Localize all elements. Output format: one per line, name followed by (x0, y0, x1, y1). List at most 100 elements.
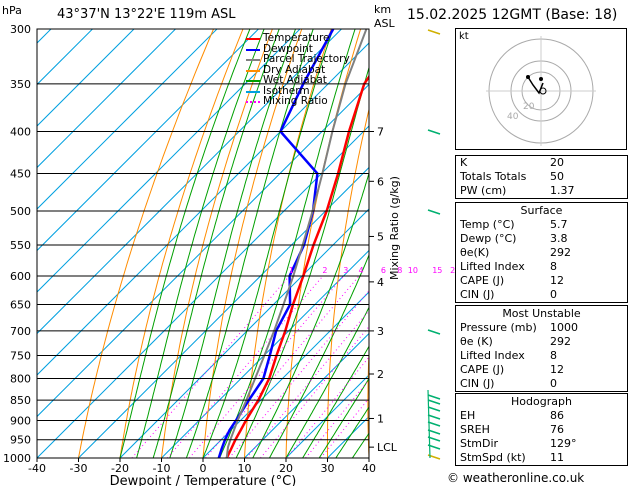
row-value: 12 (550, 363, 564, 376)
hodograph-panel: kt 20 40 (455, 28, 627, 150)
hodograph-trace (527, 76, 544, 95)
isotherm-line (37, 29, 218, 210)
temperature-tick-label: -10 (153, 462, 171, 475)
wind-barb (427, 394, 441, 400)
row-key: Lifted Index (460, 349, 525, 362)
mixing-ratio-label: 3 (343, 266, 348, 275)
row-key: SREH (460, 423, 490, 436)
row-key: EH (460, 409, 476, 422)
pressure-tick-label: 800 (10, 372, 31, 385)
row-value: 5.7 (550, 218, 568, 231)
pressure-tick-label: 900 (10, 414, 31, 427)
wind-barb (427, 29, 441, 35)
indices-table: K 20 Totals Totals 50 PW (cm) 1.37 (455, 155, 628, 199)
row-key: CIN (J) (460, 377, 495, 390)
row-value: 292 (550, 335, 571, 348)
hodograph-table: Hodograph EH 86 SREH 76 StmDir 129° StmSpd (kt)… (455, 393, 628, 466)
height-tick-label: 2 (377, 368, 384, 381)
table-row: Dewp (°C) 3.8 (456, 232, 627, 246)
hodograph-ring-label: 40 (507, 112, 519, 122)
height-tick-label: 6 (377, 175, 384, 188)
mixing-ratio-axis-label: Mixing Ratio (g/kg) (388, 176, 401, 280)
pressure-tick-label: 850 (10, 394, 31, 407)
wind-barb (427, 399, 441, 405)
height-unit-asl: ASL (374, 17, 395, 30)
pressure-tick-label: 350 (10, 78, 31, 91)
legend-label: Dry Adiabat (263, 63, 326, 76)
wind-barb (427, 414, 441, 420)
row-key: CAPE (J) (460, 363, 505, 376)
row-value: 12 (550, 274, 564, 287)
legend-label: Temperature (263, 32, 330, 44)
table-row: K 20 (456, 156, 627, 170)
row-value: 20 (550, 156, 564, 169)
legend-swatch (246, 38, 260, 40)
pressure-tick-label: 500 (10, 205, 31, 218)
pressure-tick-label: 750 (10, 349, 31, 362)
table-row: EH 86 (456, 409, 627, 423)
pressure-tick-label: 550 (10, 239, 31, 252)
row-key: Lifted Index (460, 260, 525, 273)
temperature-tick-label: 0 (200, 462, 207, 475)
row-value: 11 (550, 451, 564, 464)
row-value: 86 (550, 409, 564, 422)
table-row: Lifted Index 8 (456, 260, 627, 274)
table-row: PW (cm) 1.37 (456, 184, 627, 198)
temperature-tick-label: -30 (70, 462, 88, 475)
mixing-ratio-line (167, 275, 324, 458)
pressure-unit-label: hPa (2, 4, 22, 17)
wind-barb (427, 429, 441, 435)
table-row: Temp (°C) 5.7 (456, 218, 627, 232)
temperature-tick-label: -20 (111, 462, 129, 475)
isotherm-line (37, 125, 369, 458)
legend-label: Wet Adiabat (263, 74, 327, 86)
table-row: Lifted Index 8 (456, 349, 627, 363)
row-value: 0 (550, 288, 557, 301)
isotherm-line (37, 29, 301, 293)
temperature-tick-label: 30 (321, 462, 335, 475)
row-key: CAPE (J) (460, 274, 505, 287)
row-key: Totals Totals (460, 170, 527, 183)
mixing-ratio-label: 15 (432, 266, 442, 275)
legend-label: Parcel Trajectory (263, 53, 350, 65)
isotherm-line (202, 291, 369, 458)
table-row: θe (K) 292 (456, 335, 627, 349)
pressure-tick-label: 600 (10, 270, 31, 283)
wet-adiabat (335, 406, 369, 458)
temperature-tick-label: -40 (28, 462, 46, 475)
wet-adiabat (285, 306, 369, 458)
isotherm-line (37, 29, 342, 335)
wet-adiabat (302, 345, 369, 458)
table-title: Hodograph (511, 395, 572, 408)
row-key: Temp (°C) (460, 218, 515, 231)
series-parcel-trajectory (225, 29, 368, 458)
row-value: 50 (550, 170, 564, 183)
table-row: StmSpd (kt) 11 (456, 451, 627, 465)
mixing-ratio-line (131, 275, 290, 458)
table-row: CIN (J) 0 (456, 288, 627, 302)
table-title: Surface (520, 204, 563, 217)
row-key: K (460, 156, 468, 169)
row-key: PW (cm) (460, 184, 507, 197)
temperature-tick-label: 10 (238, 462, 252, 475)
isotherm-line (244, 332, 369, 458)
legend-swatch (246, 90, 260, 93)
mixing-ratio-line (246, 309, 369, 458)
row-value: 1.37 (550, 184, 575, 197)
isotherm-line (285, 374, 369, 458)
isotherm-line (37, 29, 259, 252)
mixing-ratio-line (286, 356, 369, 458)
mixing-ratio-label: 6 (381, 266, 386, 275)
legend-swatch (246, 101, 260, 103)
table-row: SREH 76 (456, 423, 627, 437)
storm-motion-marker (539, 87, 547, 95)
wind-barb (427, 329, 441, 335)
dry-adiabat (78, 29, 214, 458)
table-row: StmDir 129° (456, 437, 627, 451)
height-tick-label: LCL (377, 441, 398, 454)
row-key: Pressure (mb) (460, 321, 537, 334)
table-row: Pressure (mb) 1000 (456, 321, 627, 335)
height-tick-label: 7 (377, 126, 384, 139)
height-tick-label: 4 (377, 276, 384, 289)
hodograph-point (526, 75, 530, 79)
